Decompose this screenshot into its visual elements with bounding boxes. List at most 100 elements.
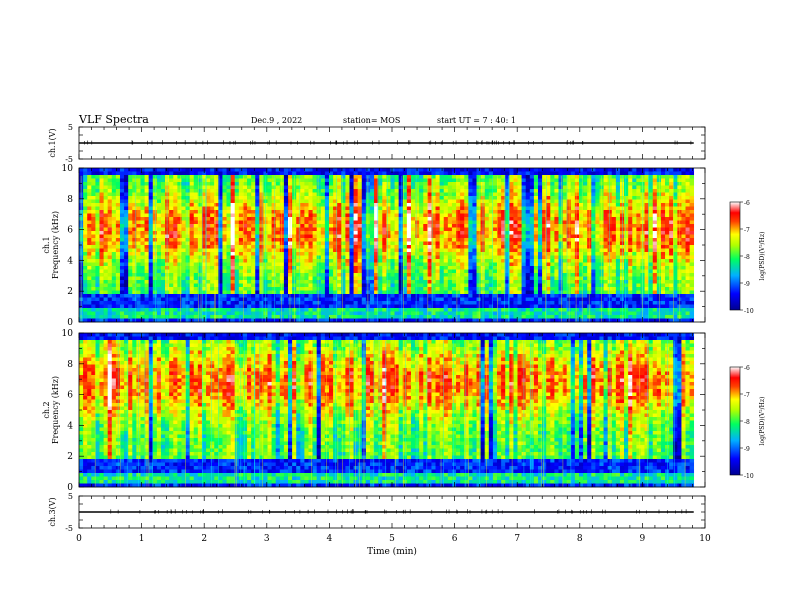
spectrogram-cell [632,252,637,256]
spectrogram-cell [275,192,281,197]
spectrogram-cell [648,206,654,211]
spectrogram-cell [419,238,424,242]
spectrogram-cell [87,224,92,228]
spectrogram-cell [550,203,555,207]
spectrogram-cell [234,266,240,270]
spectrogram-cell [152,276,158,281]
spectrogram-cell [492,276,498,281]
spectrogram-cell [550,241,555,246]
spectrogram-cell [136,266,141,270]
spectrogram-cell [238,168,244,172]
spectrogram-cell [124,217,129,221]
spectrogram-cell [394,210,399,214]
spectrogram-cell [369,189,375,193]
spectrogram-cell [451,269,457,274]
spectrogram-cell [144,262,149,267]
spectrogram-cell [665,185,670,190]
spectrogram-cell [492,175,498,179]
spectrogram-cell [324,196,330,200]
spectrogram-cell [99,227,104,232]
spectrogram-cell [501,171,506,176]
spectrogram-cell [156,266,162,270]
spectrogram-cell [665,171,670,176]
spectrogram-cell [283,227,289,232]
spectrogram-cell [652,182,658,186]
spectrogram-cell [247,220,252,225]
spectrogram-cell [238,234,244,239]
spectrogram-cell [156,217,162,221]
spectrogram-cell [488,185,494,190]
spectrogram-cell [124,210,129,214]
spectrogram-cell [636,273,641,277]
spectrogram-cell [214,259,219,263]
spectrogram-cell [558,213,563,218]
spectrogram-cell [431,262,436,267]
spectrogram-cell [238,252,244,256]
spectrogram-cell [513,241,518,246]
spectrogram-cell [468,245,473,249]
spectrogram-cell [488,178,494,183]
spectrogram-cell [111,171,117,176]
spectrogram-cell [501,252,506,256]
spectrogram-cell [427,199,432,204]
spectrogram-cell [431,175,436,179]
spectrogram-cell [214,192,219,197]
spectrogram-cell [390,185,395,190]
spectrogram-cell [484,266,490,270]
spectrogram-cell [353,168,358,172]
spectrogram-cell [189,255,195,260]
spectrogram-cell [574,262,580,267]
spectrogram-cell [632,199,637,204]
spectrogram-cell [226,262,231,267]
spectrogram-cell [525,203,531,207]
spectrogram-cell [107,196,113,200]
spectrogram-cell [410,245,416,249]
spectrogram-cell [361,276,367,281]
spectrogram-cell [439,182,445,186]
spectrogram-cell [488,276,494,281]
spectrogram-cell [148,248,154,253]
spectrogram-cell [341,175,346,179]
spectrogram-cell [369,220,375,225]
spectrogram-cell [476,234,481,239]
spectrogram-cell [304,224,309,228]
spectrogram-cell [648,231,654,235]
spectrogram-cell [542,224,547,228]
spectrogram-cell [665,217,670,221]
spectrogram-cell [570,196,576,200]
spectrogram-cell [111,259,117,263]
spectrogram-cell [226,185,231,190]
spectrogram-cell [259,213,264,218]
spectrogram-cell [328,185,334,190]
spectrogram-cell [517,185,522,190]
spectrogram-cell [107,213,113,218]
spectrogram-cell [677,255,682,260]
spectrogram-cell [669,266,674,270]
spectrogram-cell [660,213,666,218]
spectrogram-cell [492,255,498,260]
spectrogram-cell [542,213,547,218]
spectrogram-cell [652,234,658,239]
spectrogram-cell [517,175,522,179]
spectrogram-cell [419,224,424,228]
spectrogram-cell [501,217,506,221]
spectrogram-cell [181,273,186,277]
spectrogram-cell [578,224,584,228]
spectrogram-cell [570,227,576,232]
spectrogram-cell [226,248,231,253]
spectrogram-cell [488,217,494,221]
spectrogram-cell [119,227,125,232]
spectrogram-cell [611,238,617,242]
spectrogram-cell [353,210,358,214]
spectrogram-cell [382,273,387,277]
spectrogram-cell [447,259,453,263]
spectrogram-cell [267,168,272,172]
spectrogram-cell [546,210,551,214]
spectrogram-cell [242,196,248,200]
spectrogram-cell [91,199,96,204]
spectrogram-cell [538,189,543,193]
spectrogram-cell [382,178,387,183]
spectrogram-cell [169,203,174,207]
spectrogram-cell [497,199,502,204]
spectrogram-cell [525,248,531,253]
